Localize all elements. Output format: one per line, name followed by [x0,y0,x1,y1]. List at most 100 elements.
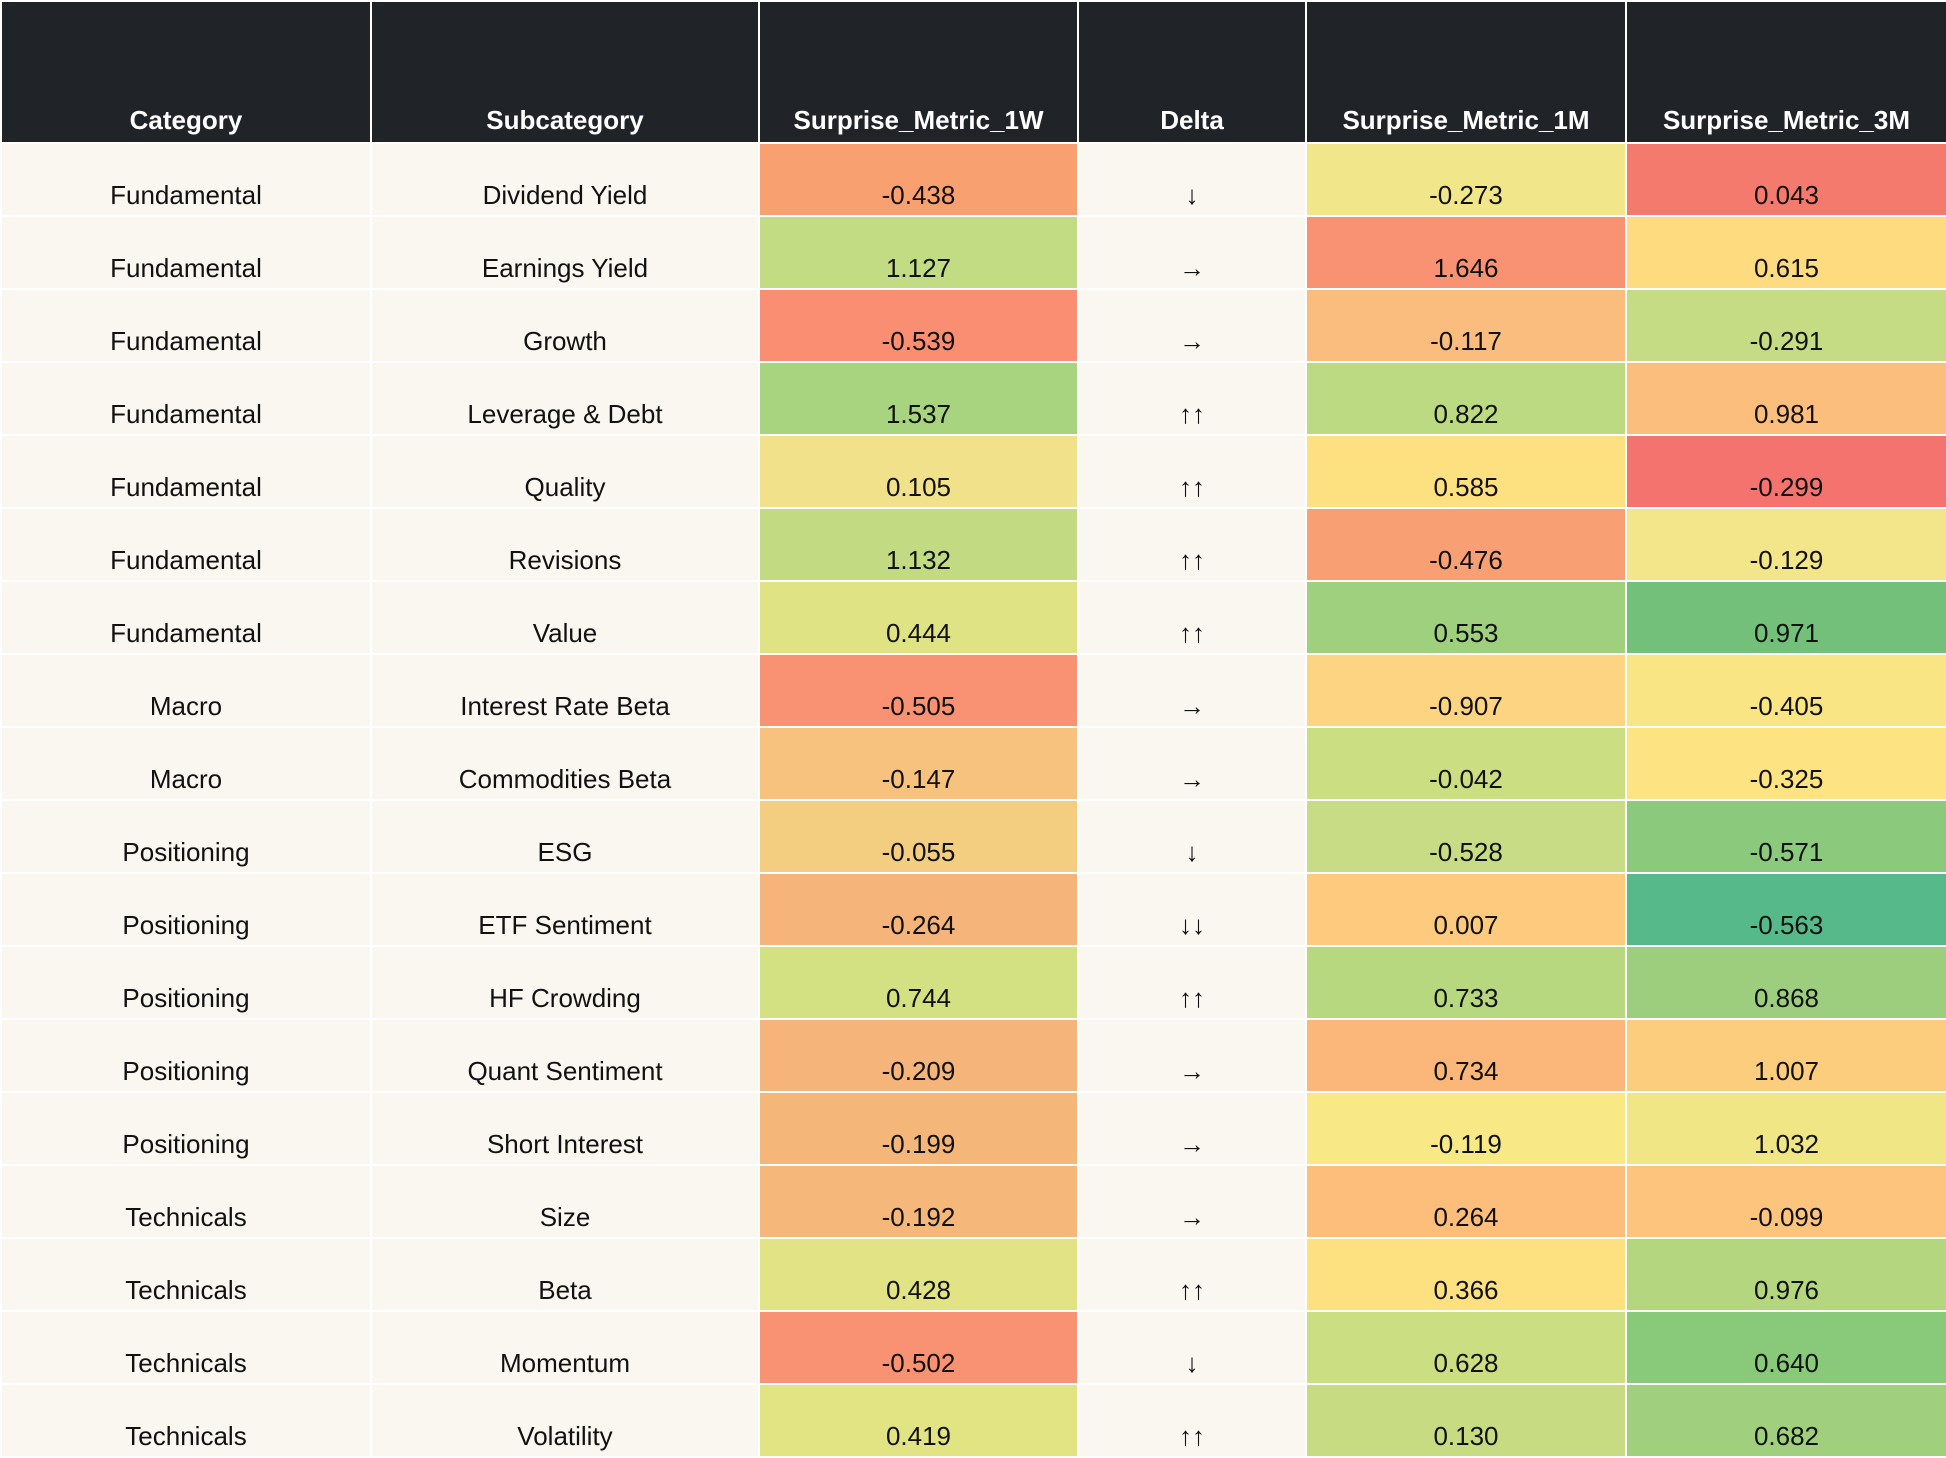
metric-cell: -0.299 [1625,434,1946,509]
label-cell: Quality [370,434,760,509]
metric-cell: 1.646 [1305,215,1627,290]
label-cell: Technicals [0,1310,372,1385]
label-cell: Quant Sentiment [370,1018,760,1093]
label-cell: Technicals [0,1383,372,1458]
metric-cell: -0.129 [1625,507,1946,582]
metric-cell: 0.640 [1625,1310,1946,1385]
metric-cell: -0.571 [1625,799,1946,874]
delta-cell: ↓ [1077,1310,1307,1385]
metric-cell: -0.147 [758,726,1079,801]
metric-cell: 1.132 [758,507,1079,582]
label-cell: Momentum [370,1310,760,1385]
metric-cell: 0.733 [1305,945,1627,1020]
metric-cell: 0.744 [758,945,1079,1020]
label-cell: Commodities Beta [370,726,760,801]
metric-cell: 0.971 [1625,580,1946,655]
label-cell: Technicals [0,1237,372,1312]
delta-cell: → [1077,1164,1307,1239]
table-row: Fundamental Leverage & Debt 1.537 ↑↑ 0.822 0.… [0,361,1946,436]
table-row: Technicals Volatility 0.419 ↑↑ 0.130 0.682 [0,1383,1946,1458]
delta-cell: → [1077,1018,1307,1093]
metric-cell: -0.199 [758,1091,1079,1166]
delta-cell: → [1077,1091,1307,1166]
metric-cell: -0.405 [1625,653,1946,728]
metric-cell: 0.628 [1305,1310,1627,1385]
metric-cell: 0.822 [1305,361,1627,436]
table-row: Technicals Size -0.192 → 0.264 -0.099 [0,1164,1946,1239]
label-cell: Fundamental [0,288,372,363]
column-header: Surprise_Metric_3M [1625,0,1946,144]
table-row: Positioning ETF Sentiment -0.264 ↓↓ 0.007 -0.… [0,872,1946,947]
delta-cell: ↑↑ [1077,361,1307,436]
metric-cell: -0.099 [1625,1164,1946,1239]
label-cell: Fundamental [0,215,372,290]
label-cell: Earnings Yield [370,215,760,290]
metric-cell: -0.505 [758,653,1079,728]
label-cell: Growth [370,288,760,363]
metric-cell: 0.007 [1305,872,1627,947]
metric-cell: 1.032 [1625,1091,1946,1166]
label-cell: Dividend Yield [370,142,760,217]
label-cell: ETF Sentiment [370,872,760,947]
label-cell: Fundamental [0,142,372,217]
label-cell: Fundamental [0,580,372,655]
metric-cell: 0.105 [758,434,1079,509]
header-row: Category Subcategory Surprise_Metric_1W Del… [0,0,1946,144]
delta-cell: ↓ [1077,142,1307,217]
delta-cell: → [1077,215,1307,290]
metric-cell: 0.682 [1625,1383,1946,1458]
delta-cell: ↑↑ [1077,507,1307,582]
delta-cell: ↑↑ [1077,434,1307,509]
metric-cell: -0.209 [758,1018,1079,1093]
metric-cell: 0.444 [758,580,1079,655]
label-cell: Macro [0,726,372,801]
label-cell: Technicals [0,1164,372,1239]
label-cell: HF Crowding [370,945,760,1020]
label-cell: Positioning [0,1018,372,1093]
metric-cell: 0.043 [1625,142,1946,217]
label-cell: Short Interest [370,1091,760,1166]
label-cell: Positioning [0,945,372,1020]
label-cell: Positioning [0,1091,372,1166]
column-header: Delta [1077,0,1307,144]
table-row: Fundamental Dividend Yield -0.438 ↓ -0.273 0.… [0,142,1946,217]
table-row: Technicals Beta 0.428 ↑↑ 0.366 0.976 [0,1237,1946,1312]
label-cell: Revisions [370,507,760,582]
table-row: Fundamental Revisions 1.132 ↑↑ -0.476 -0.129 [0,507,1946,582]
delta-cell: → [1077,288,1307,363]
column-header: Surprise_Metric_1W [758,0,1079,144]
metric-cell: -0.273 [1305,142,1627,217]
label-cell: Leverage & Debt [370,361,760,436]
metric-cell: -0.438 [758,142,1079,217]
metric-cell: 0.366 [1305,1237,1627,1312]
label-cell: Positioning [0,872,372,947]
table-row: Fundamental Earnings Yield 1.127 → 1.646 0.61… [0,215,1946,290]
metric-cell: -0.476 [1305,507,1627,582]
delta-cell: ↓↓ [1077,872,1307,947]
metric-cell: 0.981 [1625,361,1946,436]
metric-cell: 0.264 [1305,1164,1627,1239]
delta-cell: ↑↑ [1077,1237,1307,1312]
metric-cell: -0.264 [758,872,1079,947]
column-header: Category [0,0,372,144]
column-header: Surprise_Metric_1M [1305,0,1627,144]
metric-cell: -0.192 [758,1164,1079,1239]
metric-cell: 0.419 [758,1383,1079,1458]
label-cell: Size [370,1164,760,1239]
table-row: Positioning HF Crowding 0.744 ↑↑ 0.733 0.868 [0,945,1946,1020]
table-row: Technicals Momentum -0.502 ↓ 0.628 0.640 [0,1310,1946,1385]
metric-cell: -0.907 [1305,653,1627,728]
delta-cell: ↑↑ [1077,1383,1307,1458]
metric-cell: -0.528 [1305,799,1627,874]
label-cell: Beta [370,1237,760,1312]
metric-cell: -0.117 [1305,288,1627,363]
column-header: Subcategory [370,0,760,144]
metric-cell: 0.734 [1305,1018,1627,1093]
label-cell: Fundamental [0,434,372,509]
delta-cell: → [1077,726,1307,801]
label-cell: Volatility [370,1383,760,1458]
metric-cell: 0.976 [1625,1237,1946,1312]
label-cell: ESG [370,799,760,874]
